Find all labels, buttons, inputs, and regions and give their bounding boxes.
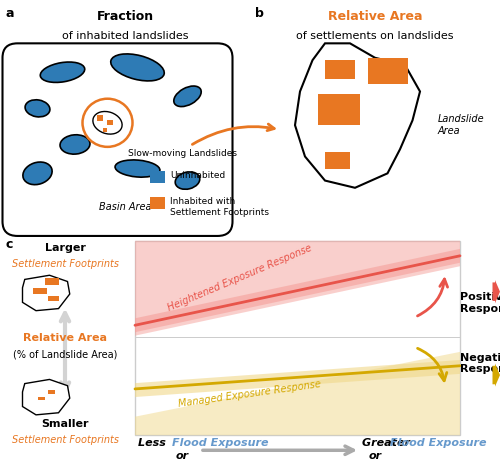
Bar <box>45 278 59 285</box>
Bar <box>150 197 165 209</box>
Text: b: b <box>255 7 264 20</box>
Ellipse shape <box>23 162 52 185</box>
Ellipse shape <box>93 112 122 134</box>
Ellipse shape <box>115 160 160 177</box>
Text: Relative Area: Relative Area <box>23 333 107 343</box>
FancyBboxPatch shape <box>2 44 232 236</box>
Polygon shape <box>135 352 460 435</box>
Bar <box>38 397 44 400</box>
Text: Heightened Exposure Response: Heightened Exposure Response <box>166 243 314 313</box>
Text: or: or <box>368 451 382 461</box>
Bar <box>107 120 113 125</box>
Text: of inhabited landslides: of inhabited landslides <box>62 31 188 41</box>
Bar <box>103 128 107 132</box>
FancyArrowPatch shape <box>418 348 447 381</box>
Text: Slow-moving Landslides: Slow-moving Landslides <box>128 149 238 158</box>
Text: Flood Exposure: Flood Exposure <box>172 438 268 448</box>
Text: Uninhabited: Uninhabited <box>170 171 225 180</box>
Text: Greater: Greater <box>362 438 414 448</box>
Text: Negative
Responses: Negative Responses <box>460 353 500 374</box>
Ellipse shape <box>175 172 200 189</box>
Text: c: c <box>5 238 12 251</box>
Text: Landslide
Area: Landslide Area <box>438 114 484 136</box>
Text: Positive
Responses: Positive Responses <box>460 293 500 314</box>
FancyArrow shape <box>492 280 500 303</box>
Text: Flood Exposure: Flood Exposure <box>390 438 486 448</box>
Bar <box>318 94 360 125</box>
Text: Basin Area: Basin Area <box>99 202 151 212</box>
Text: (% of Landslide Area): (% of Landslide Area) <box>13 349 117 359</box>
FancyArrow shape <box>492 363 500 387</box>
Ellipse shape <box>110 54 164 81</box>
Text: Less: Less <box>138 438 170 448</box>
Text: Larger: Larger <box>44 243 86 253</box>
FancyArrowPatch shape <box>418 279 448 316</box>
Bar <box>325 60 355 80</box>
Bar <box>48 296 58 301</box>
Bar <box>368 58 408 84</box>
Text: Fraction: Fraction <box>96 10 154 23</box>
Text: Settlement Footprints: Settlement Footprints <box>12 435 118 445</box>
Ellipse shape <box>40 62 84 82</box>
Bar <box>325 152 350 169</box>
Bar <box>48 390 54 394</box>
Text: of settlements on landslides: of settlements on landslides <box>296 31 454 41</box>
Ellipse shape <box>60 135 90 154</box>
Polygon shape <box>135 249 460 332</box>
Bar <box>32 288 46 294</box>
Ellipse shape <box>174 86 201 106</box>
Polygon shape <box>135 241 460 336</box>
Polygon shape <box>295 44 420 188</box>
Ellipse shape <box>25 100 50 117</box>
Text: Inhabited with
Settlement Footprints: Inhabited with Settlement Footprints <box>170 197 269 217</box>
Bar <box>97 115 103 121</box>
Polygon shape <box>135 360 460 397</box>
Polygon shape <box>22 275 70 311</box>
Text: Relative Area: Relative Area <box>328 10 422 23</box>
Bar <box>135 241 460 435</box>
Bar <box>150 171 165 183</box>
Text: or: or <box>176 451 189 461</box>
Text: Settlement Footprints: Settlement Footprints <box>12 259 118 269</box>
Text: a: a <box>5 7 14 20</box>
Polygon shape <box>22 379 70 415</box>
Text: Smaller: Smaller <box>41 419 89 429</box>
Text: Managed Exposure Response: Managed Exposure Response <box>178 379 322 408</box>
FancyArrowPatch shape <box>192 124 274 144</box>
